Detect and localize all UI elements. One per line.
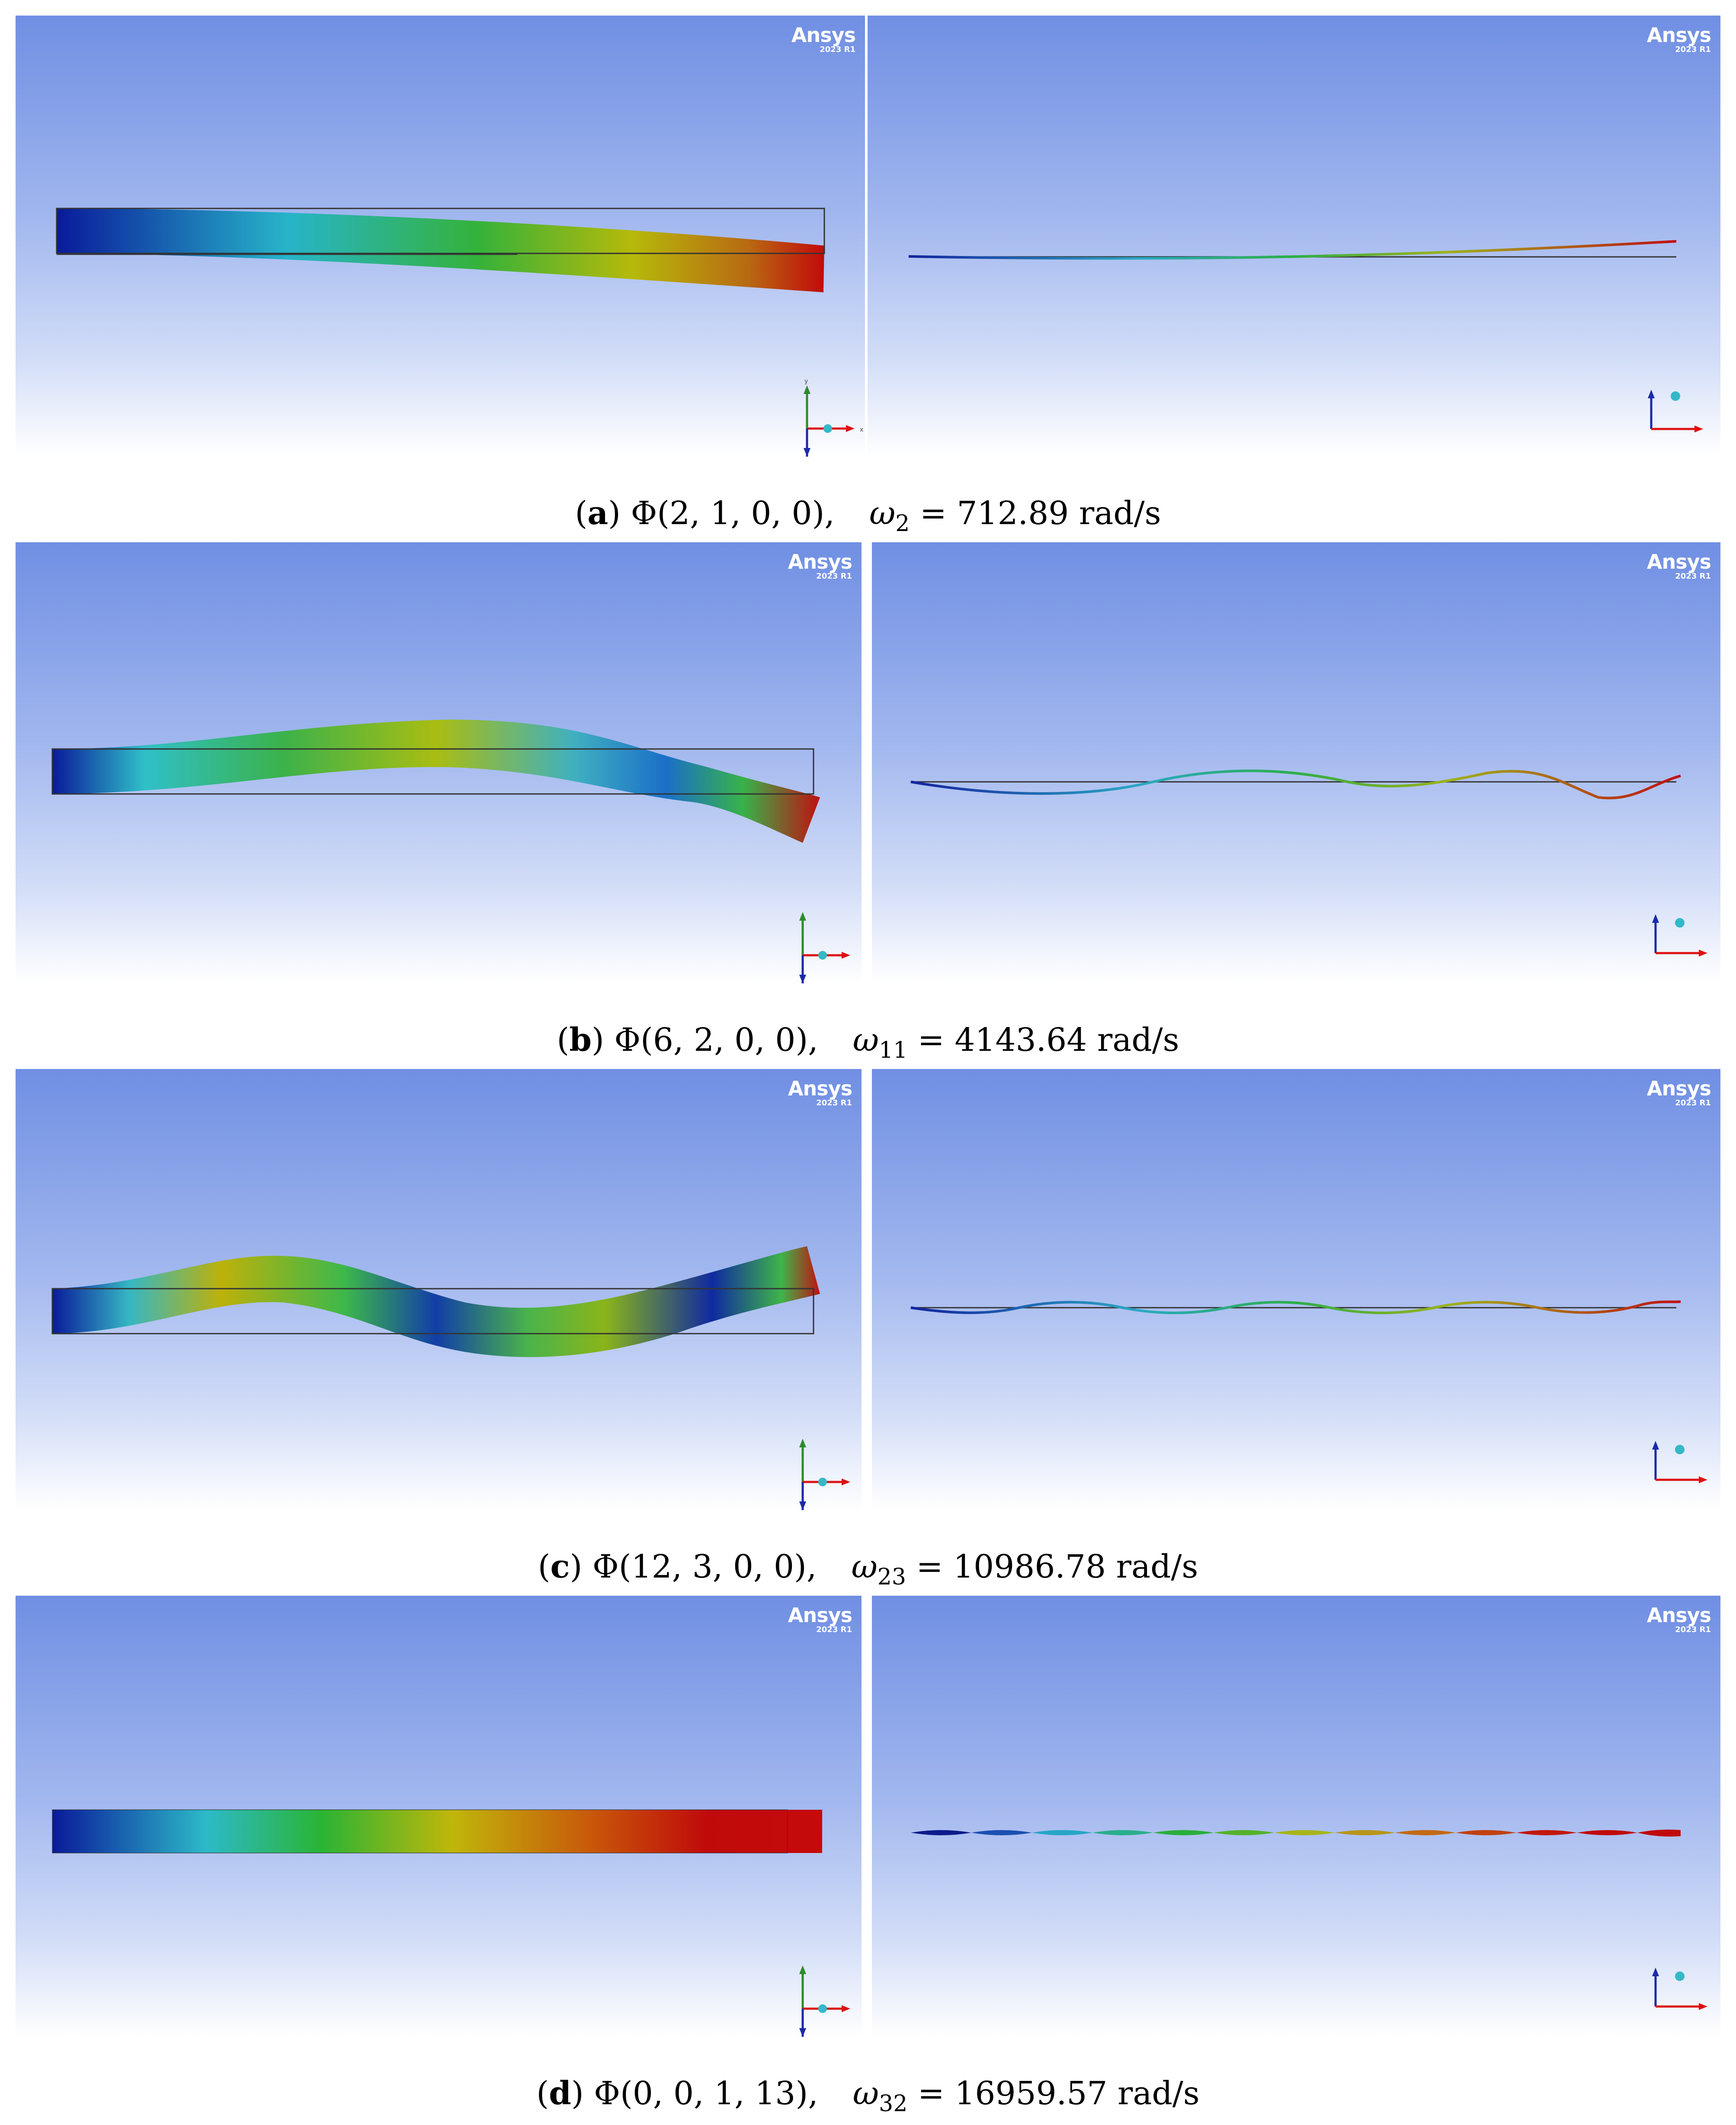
panel-d-top-view: Ansys 2023 R1: [872, 1596, 1720, 2037]
caption-c: (c) Φ(12, 3, 0, 0), ω23 = 10986.78 rad/s: [538, 1548, 1198, 1590]
triad-xyz: [804, 385, 855, 457]
caption-a: (a) Φ(2, 1, 0, 0), ω2 = 712.89 rad/s: [575, 495, 1161, 537]
beam-mode-shape: [52, 1246, 820, 1357]
ansys-logo: Ansys 2023 R1: [1646, 1077, 1711, 1107]
ansys-logo: Ansys 2023 R1: [1646, 550, 1711, 581]
undeformed-outline: [51, 748, 814, 795]
beam-mode-shape: [52, 720, 820, 843]
beam-top-twist-lobes: [911, 1829, 1681, 1837]
ansys-logo: Ansys 2023 R1: [788, 1077, 852, 1107]
triad-xyz: [799, 912, 850, 983]
beam-mode-shape: [52, 1810, 822, 1853]
triad-xz: [1648, 390, 1703, 432]
panel-d-front-view: Ansys 2023 R1: [16, 1596, 862, 2037]
panel-c-top-view: Ansys 2023 R1: [872, 1069, 1720, 1510]
panel-b-front-view: Ansys 2023 R1: [16, 542, 862, 983]
svg-text:x: x: [860, 426, 863, 433]
triad-xyz: [799, 1965, 850, 2037]
panel-a-top-view: Ansys 2023 R1: [868, 16, 1720, 457]
ansys-logo: Ansys 2023 R1: [1646, 1603, 1711, 1634]
ansys-logo: Ansys 2023 R1: [788, 550, 852, 581]
undeformed-outline: [56, 208, 825, 254]
panel-c-front-view: Ansys 2023 R1: [16, 1069, 862, 1510]
ansys-logo: Ansys 2023 R1: [1646, 23, 1711, 54]
panel-b-top-view: Ansys 2023 R1: [872, 542, 1720, 983]
svg-text:y: y: [804, 378, 808, 385]
triad-xz: [1652, 1968, 1707, 2010]
triad-xyz: [799, 1439, 850, 1510]
triad-xz: [1652, 1441, 1707, 1483]
beam-top-deflection: [908, 240, 1677, 260]
undeformed-outline: [51, 1288, 814, 1335]
beam-mode-shape: [57, 208, 824, 292]
beam-top-deflection: [910, 769, 1681, 800]
ansys-logo: Ansys 2023 R1: [788, 1603, 852, 1634]
beam-top-deflection: [910, 1300, 1681, 1314]
undeformed-outline: [52, 1809, 788, 1853]
ansys-logo: Ansys 2023 R1: [791, 23, 856, 54]
panel-a-front-view: Ansys 2023 R1 y x: [16, 16, 865, 457]
caption-d: (d) Φ(0, 0, 1, 13), ω32 = 16959.57 rad/s: [536, 2075, 1200, 2117]
caption-b: (b) Φ(6, 2, 0, 0), ω11 = 4143.64 rad/s: [557, 1021, 1179, 1063]
triad-xz: [1652, 914, 1707, 957]
